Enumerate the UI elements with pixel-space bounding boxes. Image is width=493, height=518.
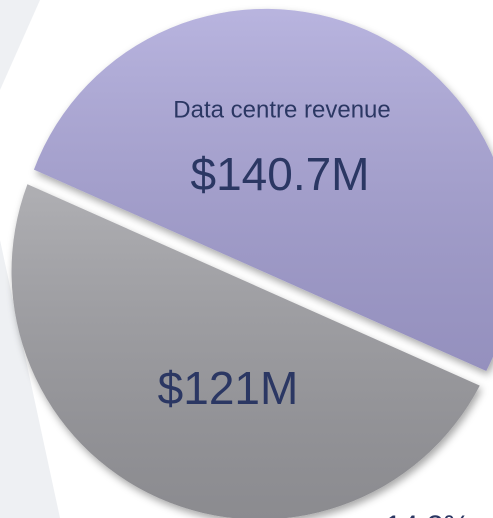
slice-label: Data centre revenue — [173, 96, 390, 123]
background-shape — [0, 0, 40, 90]
slices — [11, 8, 493, 518]
annotation: 14.2% — [385, 510, 470, 518]
value-label: $140.7M — [190, 148, 369, 200]
value-label: $121M — [158, 362, 299, 414]
slice-shade — [11, 184, 480, 518]
slice-shade — [33, 8, 493, 371]
